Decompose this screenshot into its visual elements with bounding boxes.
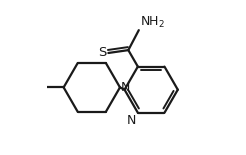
Text: NH$_2$: NH$_2$ [139, 14, 165, 30]
Text: N: N [121, 81, 131, 94]
Text: N: N [127, 114, 136, 127]
Text: S: S [98, 46, 107, 59]
